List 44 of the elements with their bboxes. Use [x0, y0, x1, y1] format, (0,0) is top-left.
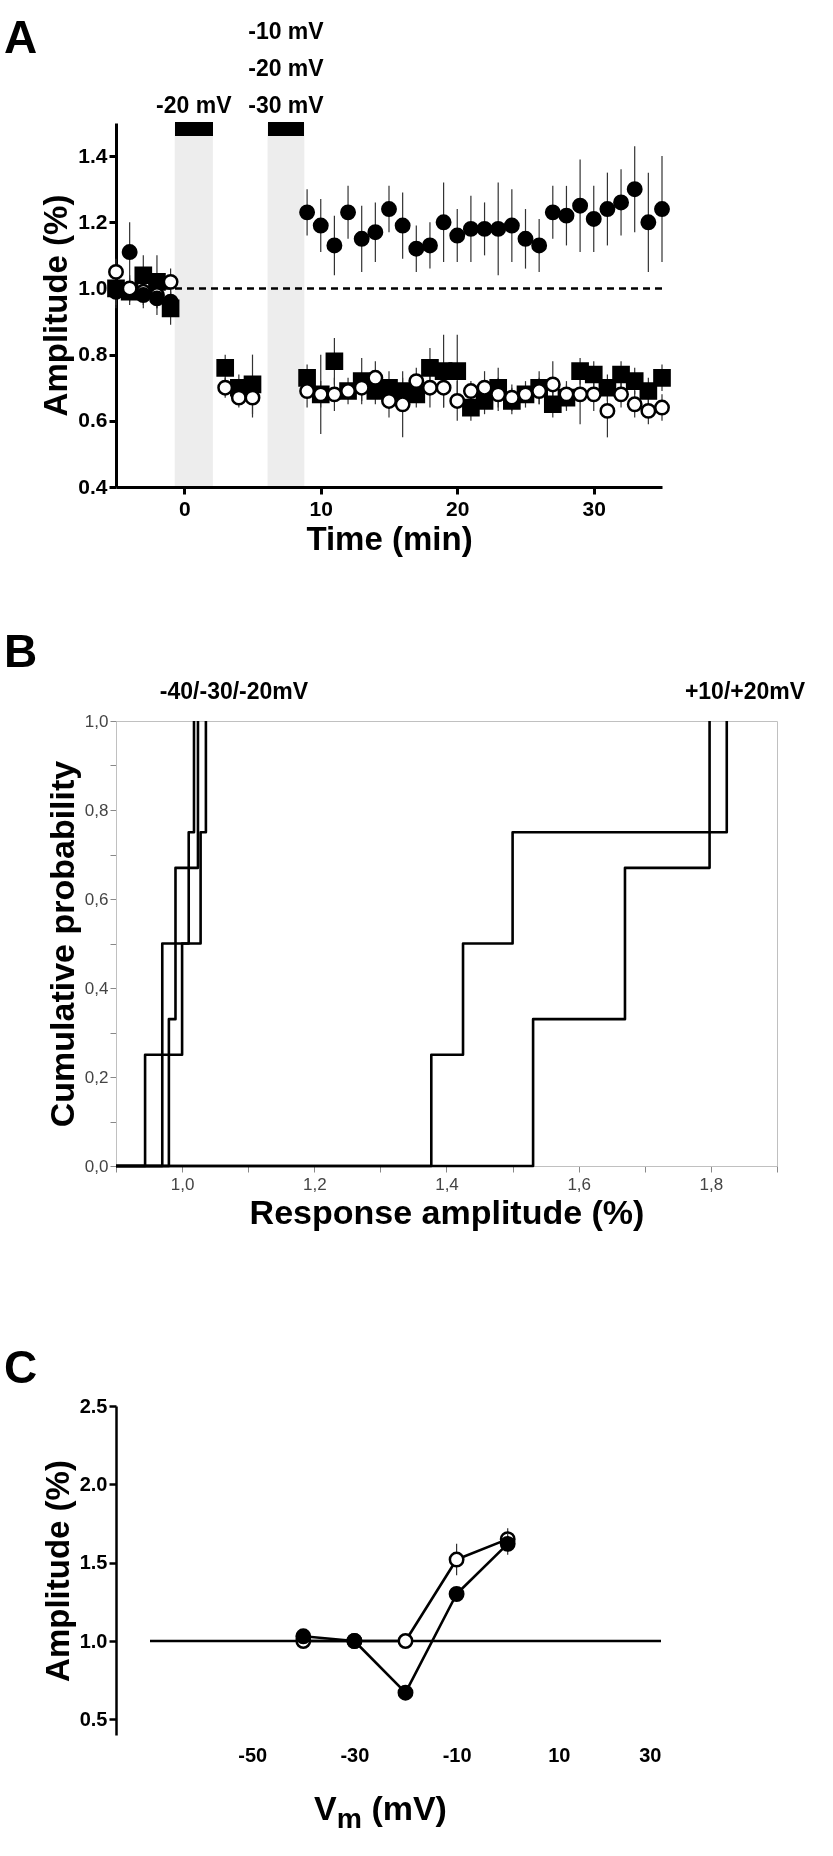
y-tick-label: 1.2 — [78, 209, 108, 233]
y-tick-label: 0.8 — [78, 342, 108, 366]
x-tick-label: -30 — [340, 1743, 370, 1766]
x-tick-label: 1,4 — [435, 1174, 459, 1194]
y-tick-label: 0,0 — [84, 1156, 109, 1176]
y-tick-label: 0,8 — [84, 800, 109, 820]
y-axis-title: Amplitude (%) — [37, 194, 75, 417]
y-tick-label: 0,2 — [84, 1067, 109, 1087]
y-tick-label: 2.5 — [79, 1394, 108, 1417]
x-tick-label: 10 — [548, 1743, 571, 1766]
chart-title: A — [4, 11, 38, 63]
x-tick-label: 1,2 — [302, 1174, 327, 1194]
y-tick-label: 0.4 — [78, 474, 108, 498]
band-label: -10 mV -20 mV -30 mV — [248, 18, 325, 118]
chart-title: C — [4, 1341, 38, 1393]
x-tick-label: 1,8 — [699, 1174, 724, 1194]
x-tick-label: -50 — [238, 1743, 268, 1766]
x-tick-label: -10 — [442, 1743, 472, 1766]
x-tick-label: 30 — [639, 1743, 662, 1766]
x-tick-label: 1,6 — [567, 1174, 592, 1194]
y-tick-label: 0.5 — [79, 1707, 108, 1730]
y-tick-label: 0,6 — [84, 889, 109, 909]
y-tick-label: 2.0 — [79, 1472, 108, 1495]
y-tick-label: 1.4 — [78, 143, 108, 167]
x-axis-title: V$_{m}$ (mV) — [314, 1788, 447, 1836]
y-axis-title: Cumulative probability — [42, 760, 81, 1128]
chart-title: B — [4, 625, 38, 677]
text: -40/-30/-20mV — [159, 678, 309, 706]
y-tick-label: 1.5 — [79, 1551, 108, 1574]
x-tick-label: 1,0 — [170, 1174, 195, 1194]
band-label: -20 mV — [156, 92, 233, 118]
text: +10/+20mV — [684, 678, 806, 706]
x-tick-label: 30 — [582, 496, 606, 520]
y-tick-label: 0.6 — [78, 408, 108, 432]
y-tick-label: 0,4 — [84, 978, 109, 998]
y-tick-label: 1.0 — [78, 275, 108, 299]
x-tick-label: 0 — [178, 496, 191, 520]
y-tick-label: 1.0 — [79, 1629, 108, 1652]
x-tick-label: 10 — [309, 496, 333, 520]
x-tick-label: 20 — [446, 496, 470, 520]
x-axis-title: Response amplitude (%) — [249, 1192, 645, 1231]
x-axis-title: Time (min) — [306, 519, 473, 557]
y-axis-title: Amplitude (%) — [38, 1460, 76, 1682]
y-tick-label: 1,0 — [84, 711, 109, 731]
